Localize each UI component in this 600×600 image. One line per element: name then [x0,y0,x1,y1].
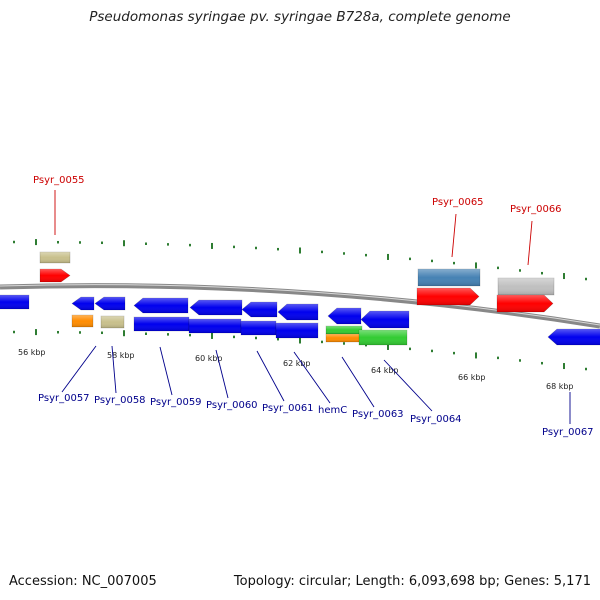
feature-psyr-0058-gene-shine [95,297,125,310]
scale-label-60: 60 kbp [195,354,223,363]
genome-backbone [0,283,600,329]
feature-psyr-0059-track-companion-shine [134,317,189,331]
feature-hemc-track-companion-shine [276,323,318,338]
scale-label-66: 66 kbp [458,373,486,382]
label-hemc[interactable]: hemC [318,405,347,416]
feature-psyr-0065-gene-shine [417,288,479,305]
feature-hemc-gene-shine [278,304,318,320]
leader-psyr-0057 [61,345,97,393]
feature-psyr-0057-gene-shine [72,297,94,310]
leader-psyr-0060 [215,349,229,399]
leader-psyr-0061 [256,350,285,402]
scale-label-56: 56 kbp [18,348,46,357]
label-leader-lines [54,190,571,424]
label-psyr-0065[interactable]: Psyr_0065 [432,197,484,208]
accession-text: Accession: NC_007005 [9,574,157,589]
genome-backbone-highlight [0,284,600,326]
leader-psyr-0064 [383,359,433,412]
feature-labels: Psyr_0055 Psyr_0057 Psyr_0058 Psyr_0059 … [33,175,594,438]
label-psyr-0057[interactable]: Psyr_0057 [38,393,90,404]
feature-psyr-0059-gene-shine [134,298,188,313]
feature-psyr-0065-track-companion-shine [418,269,480,286]
label-psyr-0059[interactable]: Psyr_0059 [150,397,202,408]
leader-psyr-0066 [527,220,533,266]
feature-left-edge-gene-shine [0,295,29,309]
feature-psyr-0064-track-companion-shine [359,330,407,345]
label-psyr-0061[interactable]: Psyr_0061 [262,403,314,414]
leader-psyr-0063 [341,356,375,408]
feature-psyr-0061-gene-shine [242,302,277,317]
label-psyr-0063[interactable]: Psyr_0063 [352,409,404,420]
leader-psyr-0058 [111,345,117,394]
scale-label-58: 58 kbp [107,351,135,360]
scale-label-64: 64 kbp [371,366,399,375]
tick-marks [13,239,587,371]
feature-psyr-0061-track-companion-shine [241,321,276,335]
label-psyr-0066[interactable]: Psyr_0066 [510,204,562,215]
leader-hemc [293,351,331,404]
label-psyr-0060[interactable]: Psyr_0060 [206,400,258,411]
feature-psyr-0063-gene-shine [328,308,361,324]
feature-psyr-0063-track-companion-shine [326,326,362,334]
feature-psyr-0060-gene-shine [190,300,242,315]
feature-psyr-0055-gene-shine [40,269,70,282]
leader-psyr-0065 [451,213,457,258]
label-psyr-0064[interactable]: Psyr_0064 [410,414,462,425]
label-psyr-0067[interactable]: Psyr_0067 [542,427,594,438]
feature-psyr-0057-track-companion-shine [72,315,93,327]
scale-label-68: 68 kbp [546,382,574,391]
scale-labels: 56 kbp 58 kbp 60 kbp 62 kbp 64 kbp 66 kb… [18,348,574,391]
genome-summary-text: Topology: circular; Length: 6,093,698 bp… [233,574,591,589]
feature-psyr-0063-track-companion-shine [326,334,360,342]
feature-shapes [0,251,600,346]
feature-psyr-0058-track-companion-shine [101,316,124,328]
label-psyr-0055[interactable]: Psyr_0055 [33,175,85,186]
feature-psyr-0064-gene-shine [361,311,409,328]
feature-psyr-0066-track-companion-shine [498,278,554,295]
feature-psyr-0060-track-companion-shine [189,319,241,333]
feature-psyr-0067-gene-shine [548,329,600,345]
scale-label-62: 62 kbp [283,359,311,368]
feature-psyr-0066-gene-shine [497,295,553,312]
label-psyr-0058[interactable]: Psyr_0058 [94,395,146,406]
leader-psyr-0059 [159,346,173,396]
feature-psyr-0055-track-companion-shine [40,252,70,263]
genome-title: Pseudomonas syringae pv. syringae B728a,… [89,9,511,25]
